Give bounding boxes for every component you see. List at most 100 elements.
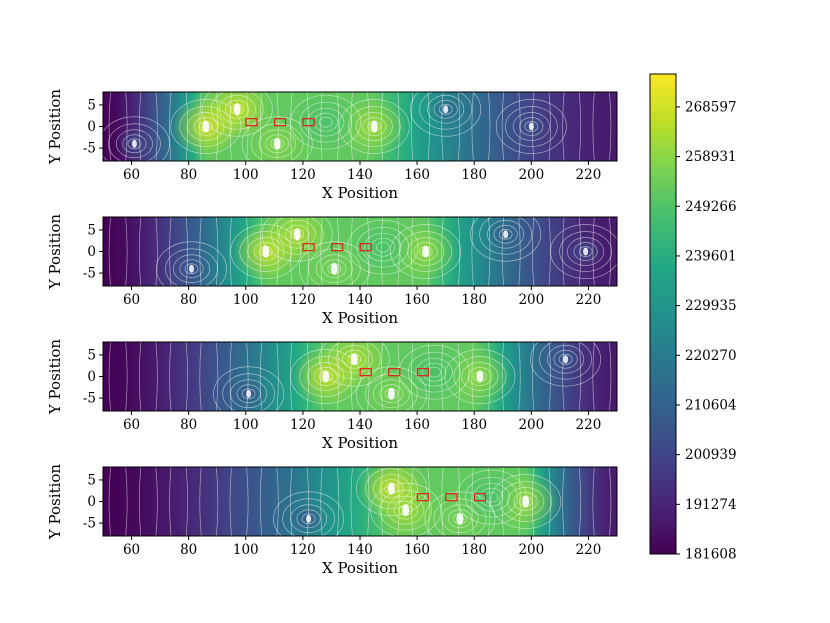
x-tick-label: 220 <box>576 542 602 558</box>
colorbar-tick-label: 249266 <box>685 199 737 215</box>
colorbar-tick-label: 220270 <box>685 348 737 364</box>
y-tick-label: 5 <box>87 347 96 363</box>
source-point <box>522 495 530 508</box>
x-tick-label: 80 <box>180 167 197 183</box>
colorbar-frame <box>649 73 677 555</box>
colorbar-tick-label: 229935 <box>685 298 737 314</box>
x-tick-label: 100 <box>233 292 259 308</box>
y-tick-label: 0 <box>87 494 96 510</box>
contour-lines <box>108 342 612 411</box>
marker-rect <box>302 243 315 252</box>
y-tick-label: -5 <box>83 141 96 157</box>
source-point <box>233 103 241 116</box>
colorbar-tick-label: 239601 <box>685 248 737 264</box>
x-tick-label: 200 <box>518 417 544 433</box>
heatmap-panel: 60 80 100 120 140 160 180 200 220 5 0 -5 X Position Y… <box>46 464 618 577</box>
source-point <box>306 514 312 523</box>
marker-rect <box>331 243 344 252</box>
source-point <box>387 387 395 400</box>
x-tick-label: 140 <box>347 417 373 433</box>
x-tick-label: 60 <box>123 167 140 183</box>
heatmap-panel: 60 80 100 120 140 160 180 200 220 5 0 -5 X Position Y… <box>46 89 618 202</box>
contour-lines <box>103 92 612 161</box>
x-tick-label: 220 <box>576 167 602 183</box>
x-tick-label: 80 <box>180 542 197 558</box>
x-tick-label: 200 <box>518 542 544 558</box>
colorbar-gradient <box>650 74 676 554</box>
source-point <box>503 230 509 239</box>
source-point <box>583 247 589 256</box>
marker-rect <box>359 368 372 377</box>
x-tick-label: 180 <box>461 292 487 308</box>
source-point <box>528 122 534 131</box>
y-tick-label: 5 <box>87 222 96 238</box>
marker-rect <box>445 493 458 502</box>
x-tick-label: 180 <box>461 417 487 433</box>
source-point <box>131 139 137 148</box>
x-tick-label: 160 <box>404 542 430 558</box>
x-axis-label: X Position <box>322 559 398 577</box>
source-point <box>402 504 410 517</box>
marker-rect <box>359 243 372 252</box>
source-point <box>370 120 378 133</box>
source-point <box>202 120 210 133</box>
x-tick-label: 180 <box>461 167 487 183</box>
source-point <box>273 137 281 150</box>
x-tick-label: 60 <box>123 292 140 308</box>
x-tick-label: 120 <box>290 542 316 558</box>
source-point <box>246 389 252 398</box>
heatmap-panel: 60 80 100 120 140 160 180 200 220 5 0 -5 X Position Y… <box>46 339 618 452</box>
marker-rect <box>388 368 401 377</box>
x-tick-label: 220 <box>576 292 602 308</box>
x-tick-label: 140 <box>347 542 373 558</box>
source-point <box>443 105 449 114</box>
source-point <box>293 228 301 241</box>
y-tick-label: -5 <box>83 516 96 532</box>
contour-lines <box>108 217 617 286</box>
marker-rect <box>473 493 487 502</box>
y-axis-label: Y Position <box>46 214 64 291</box>
source-point <box>330 262 338 275</box>
x-tick-label: 100 <box>233 542 259 558</box>
hot-region <box>400 342 469 403</box>
source-point <box>456 512 464 525</box>
x-tick-label: 160 <box>404 292 430 308</box>
marker-rect <box>245 118 258 127</box>
marker-rect <box>273 118 287 127</box>
source-point <box>189 264 195 273</box>
marker-rect <box>416 493 429 502</box>
x-tick-label: 140 <box>347 292 373 308</box>
x-tick-label: 200 <box>518 167 544 183</box>
source-point <box>476 370 484 383</box>
x-tick-label: 140 <box>347 167 373 183</box>
heatmap-panel: 60 80 100 120 140 160 180 200 220 5 0 -5 X Position Y… <box>46 214 618 327</box>
source-point <box>422 245 430 258</box>
colorbar-tick-label: 268597 <box>685 99 737 115</box>
y-axis-label: Y Position <box>46 89 64 166</box>
hot-region <box>348 217 417 278</box>
x-axis-label: X Position <box>322 434 398 452</box>
marker-rect <box>416 368 429 377</box>
colorbar-tick-label: 210604 <box>685 397 737 413</box>
x-tick-label: 220 <box>576 417 602 433</box>
x-tick-label: 60 <box>123 542 140 558</box>
y-tick-label: 5 <box>87 472 96 488</box>
x-tick-label: 120 <box>290 292 316 308</box>
source-point <box>563 355 569 364</box>
colorbar-tick-label: 191274 <box>685 497 737 513</box>
x-tick-label: 60 <box>123 417 140 433</box>
x-tick-label: 120 <box>290 417 316 433</box>
x-tick-label: 100 <box>233 167 259 183</box>
source-point <box>387 482 395 495</box>
y-tick-label: 0 <box>87 119 96 135</box>
source-point <box>350 353 358 366</box>
y-tick-label: -5 <box>83 266 96 282</box>
x-tick-label: 80 <box>180 292 197 308</box>
y-tick-label: 0 <box>87 369 96 385</box>
y-axis-label: Y Position <box>46 339 64 416</box>
y-tick-label: 0 <box>87 244 96 260</box>
colorbar-tick-label: 181608 <box>685 547 737 563</box>
x-tick-label: 160 <box>404 167 430 183</box>
contour-lines <box>108 467 612 536</box>
